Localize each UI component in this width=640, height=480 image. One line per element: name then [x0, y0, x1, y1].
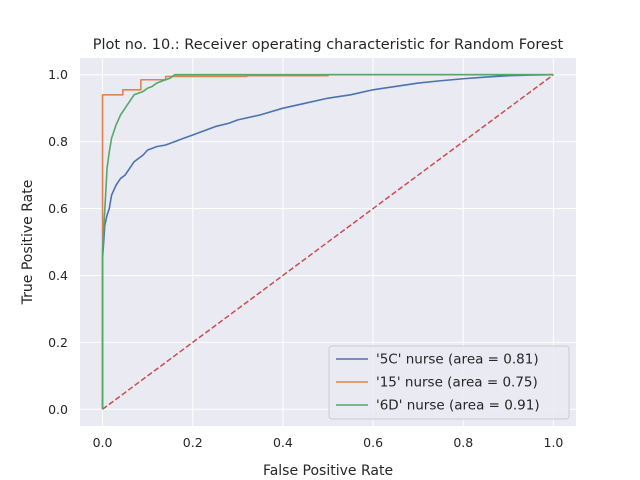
legend: '5C' nurse (area = 0.81) '15' nurse (area… [328, 345, 570, 420]
roc-series-group [101, 73, 554, 410]
x-tick-label: 0.2 [183, 435, 203, 450]
x-tick-label: 0.6 [363, 435, 383, 450]
roc-curve-0 [101, 73, 554, 410]
chart-title: Plot no. 10.: Receiver operating charact… [93, 37, 564, 53]
y-tick-label: 1.0 [48, 67, 68, 82]
x-axis-label: False Positive Rate [263, 463, 393, 479]
y-tick-label: 0.6 [48, 201, 68, 216]
x-tick-label: 0.0 [93, 435, 113, 450]
legend-label-1: '15' nurse (area = 0.75) [376, 375, 538, 391]
y-axis-label: True Positive Rate [20, 180, 36, 306]
x-tick-label: 0.8 [453, 435, 473, 450]
roc-curve-2 [101, 73, 554, 410]
y-tick-label: 0.8 [48, 134, 68, 149]
x-axis-ticks: 0.0 0.2 0.4 0.6 0.8 1.0 [93, 435, 564, 450]
x-tick-label: 0.4 [273, 435, 293, 450]
y-tick-label: 0.4 [48, 268, 68, 283]
chance-diagonal-line [102, 74, 554, 410]
y-axis-ticks: 0.0 0.2 0.4 0.6 0.8 1.0 [48, 67, 68, 417]
y-tick-label: 0.2 [48, 335, 68, 350]
x-tick-label: 1.0 [544, 435, 564, 450]
legend-box [328, 345, 570, 420]
legend-label-0: '5C' nurse (area = 0.81) [376, 352, 539, 368]
y-tick-label: 0.0 [48, 402, 68, 417]
grid-lines [80, 58, 576, 426]
legend-label-2: '6D' nurse (area = 0.91) [376, 398, 540, 414]
